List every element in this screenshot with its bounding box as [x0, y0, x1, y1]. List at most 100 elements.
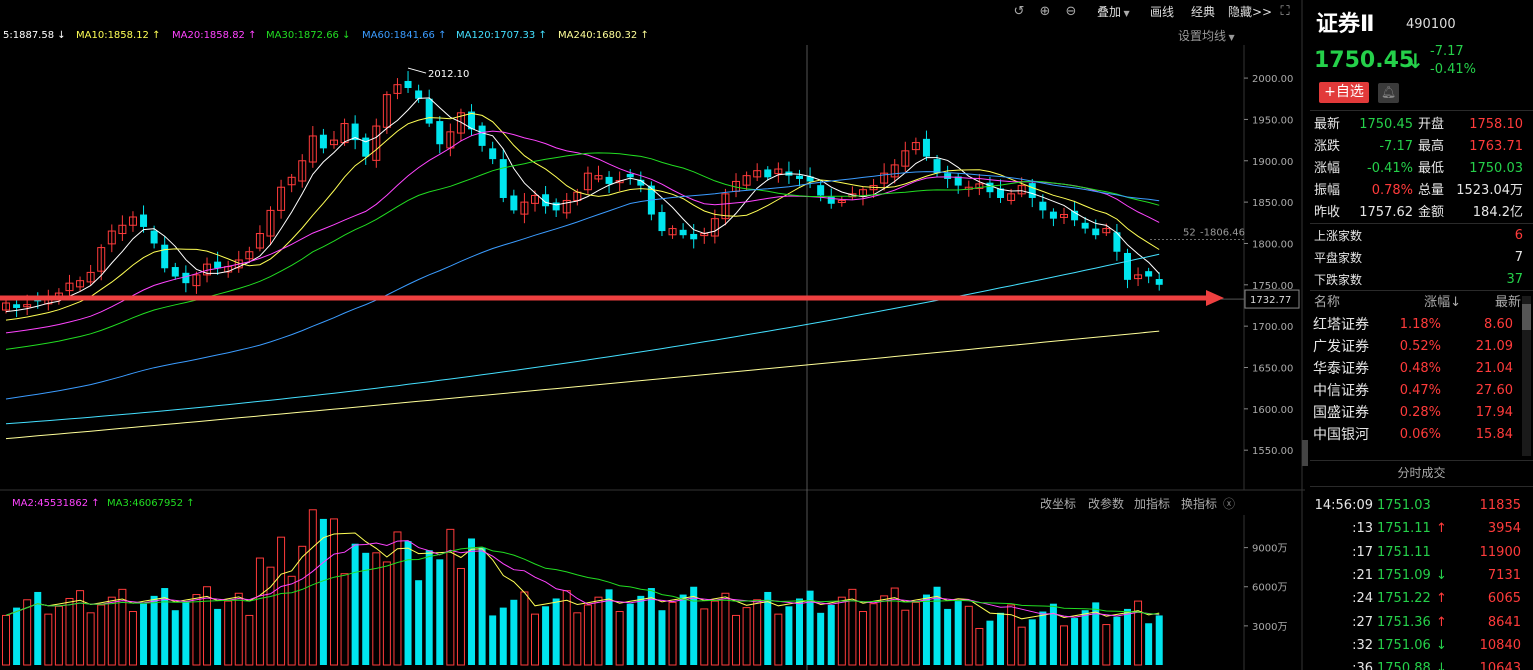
volume-bar-up: [594, 596, 603, 666]
candle-up: [975, 183, 984, 189]
trade-volume: 6065: [1487, 591, 1521, 607]
volume-bar-up: [456, 567, 465, 666]
trade-volume: 10643: [1479, 661, 1521, 670]
panel-toggle-handle[interactable]: [1302, 440, 1308, 466]
price-tick-label: 1550.00: [1252, 446, 1293, 457]
volume-bar-down: [1113, 616, 1121, 665]
last-price: 1750.45: [1314, 48, 1415, 73]
hide-button[interactable]: 隐藏>>: [1228, 5, 1273, 19]
candle-down: [658, 212, 666, 232]
candle-up: [266, 209, 275, 237]
candle-up: [880, 172, 889, 184]
candle-up: [86, 271, 95, 283]
candle-down: [510, 195, 518, 211]
volume-bar-up: [446, 528, 455, 666]
list-header-2[interactable]: 最新: [1494, 295, 1521, 310]
candle-up: [890, 164, 899, 178]
zoom-in-icon[interactable]: ⊕: [1039, 4, 1051, 19]
count-label: 下跌家数: [1314, 273, 1363, 287]
candle-up: [192, 274, 201, 287]
volume-bar-down: [182, 602, 190, 665]
ma-label: MA120:1707.33 ↑: [456, 30, 547, 41]
volume-bar-down: [944, 608, 952, 665]
stock-name: 广发证券: [1313, 339, 1369, 355]
volume-bar-down: [34, 591, 42, 665]
settings-ma-button[interactable]: 设置均线 ▼: [1178, 29, 1235, 43]
candle-up: [1017, 185, 1026, 195]
trade-price: 1751.22: [1377, 591, 1431, 607]
vol-tick-label: 3000万: [1252, 622, 1287, 633]
candle-down: [425, 98, 433, 124]
candle-up: [668, 228, 677, 236]
trade-volume: 11835: [1479, 498, 1521, 513]
ma-label: MA60:1841.66 ↑: [362, 30, 447, 41]
trade-time: 14:56:09: [1314, 498, 1373, 513]
ma60-line: [5, 171, 1160, 400]
volume-bar-down: [1155, 615, 1163, 665]
sub-button-3[interactable]: 换指标: [1181, 497, 1218, 511]
stock-price: 17.94: [1475, 405, 1513, 420]
sub-button-0[interactable]: 改坐标: [1040, 497, 1077, 511]
sub-button-1[interactable]: 改参数: [1088, 497, 1125, 511]
volume-bar-up: [97, 604, 106, 666]
stat-label: 最高: [1418, 139, 1445, 154]
candle-down: [817, 185, 825, 196]
price-tick-label: 1750.00: [1252, 281, 1293, 292]
bell-icon[interactable]: 🔔︎: [1378, 83, 1399, 103]
candle-down: [1155, 279, 1163, 285]
volume-bar-up: [2, 614, 10, 666]
volume-bar-down: [1092, 602, 1100, 665]
list-header-0[interactable]: 名称: [1314, 295, 1341, 310]
volume-bar-down: [489, 615, 497, 665]
candle-up: [1060, 214, 1068, 218]
candle-down: [1028, 183, 1036, 198]
level-frag: 52: [1183, 227, 1196, 238]
candle-down: [150, 230, 158, 244]
overlay-menu[interactable]: 叠加 ▼: [1097, 5, 1130, 19]
classic-button[interactable]: 经典: [1191, 5, 1216, 19]
scrollbar[interactable]: [1522, 296, 1531, 456]
volume-bar-up: [869, 603, 878, 666]
volume-bar-up: [721, 592, 730, 666]
volume-bar-up: [224, 600, 233, 666]
volume-bar-up: [531, 613, 539, 666]
candle-up: [308, 135, 317, 163]
volume-bar-down: [1145, 623, 1153, 665]
add-watchlist-button[interactable]: +自选: [1319, 82, 1369, 103]
fullscreen-icon[interactable]: ⛶: [1280, 4, 1290, 19]
trade-time: :27: [1352, 614, 1373, 630]
candle-down: [1039, 201, 1047, 211]
level-label: -1806.46: [1200, 227, 1245, 238]
candle-down: [922, 138, 930, 157]
candle-down: [1145, 271, 1153, 277]
trade-volume: 3954: [1487, 521, 1521, 537]
draw-line-button[interactable]: 画线: [1150, 5, 1175, 19]
volume-bar-up: [732, 614, 741, 666]
volume-bar-up: [615, 611, 624, 666]
list-header-1[interactable]: 涨幅↓: [1424, 295, 1461, 310]
volume-bar-up: [298, 545, 307, 666]
zoom-out-icon[interactable]: ⊖: [1065, 4, 1077, 19]
vol-ma-label: MA2:45531862 ↑: [12, 498, 100, 509]
close-sub-icon[interactable]: ⓧ: [1223, 497, 1236, 511]
candle-up: [742, 175, 751, 186]
candle-down: [690, 233, 698, 240]
trade-volume: 10840: [1479, 637, 1521, 653]
volume-bar-down: [478, 547, 486, 665]
volume-bar-down: [468, 538, 476, 665]
candle-down: [13, 304, 21, 308]
volume-bar-down: [986, 620, 994, 665]
candle-down: [605, 176, 613, 184]
trade-volume: 8641: [1487, 614, 1521, 630]
candle-down: [436, 121, 444, 145]
sub-button-2[interactable]: 加指标: [1134, 497, 1171, 511]
scrollbar-thumb[interactable]: [1522, 304, 1531, 330]
candle-down: [478, 125, 486, 146]
stock-price: 15.84: [1475, 427, 1513, 442]
stock-name: 红塔证券: [1313, 317, 1369, 333]
candle-down: [171, 267, 179, 277]
undo-icon[interactable]: ↺: [1013, 4, 1025, 19]
volume-bar-up: [1060, 625, 1068, 666]
candle-down: [1081, 222, 1089, 229]
candle-down: [552, 202, 560, 211]
